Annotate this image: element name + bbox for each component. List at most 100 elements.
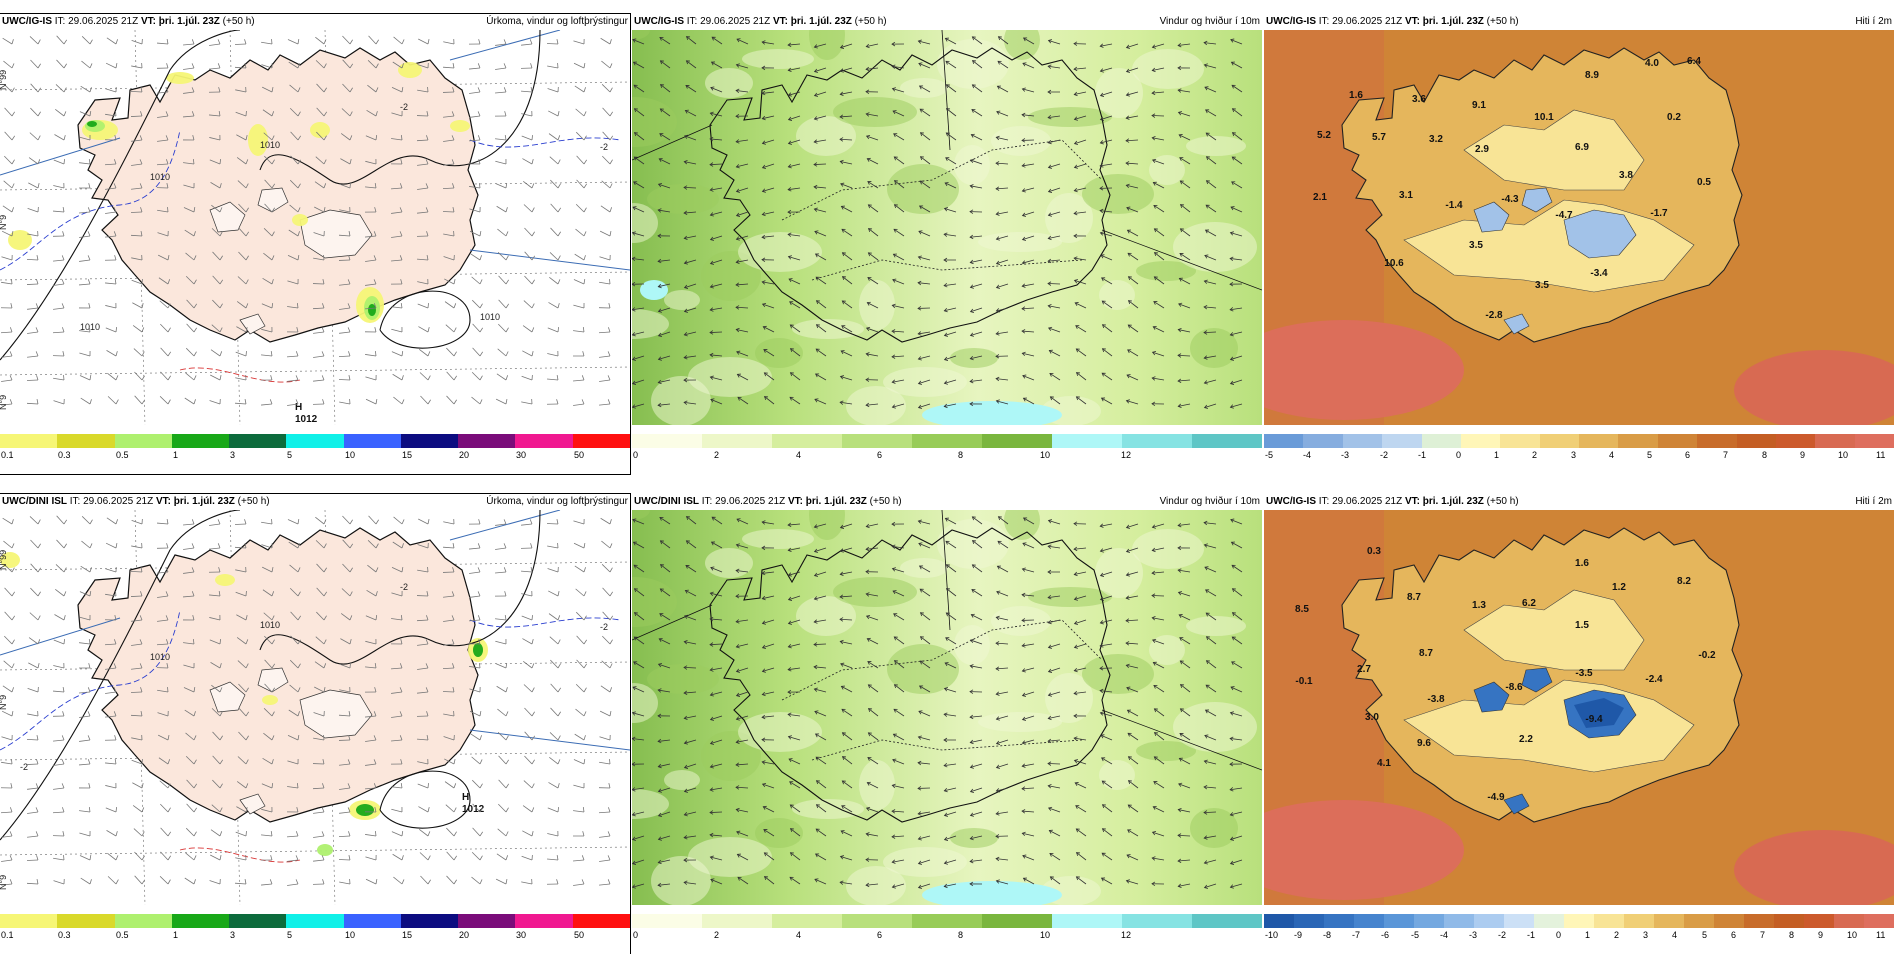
model-name: UWC/IG-IS — [1266, 496, 1316, 507]
colorbar-precip — [0, 914, 630, 928]
colorbar-swatch — [573, 914, 630, 928]
colorbar-tick-label: 12 — [1121, 450, 1131, 460]
lead-time: (+50 h) — [235, 496, 270, 507]
colorbar-swatch — [57, 434, 114, 448]
valid-label: VT: — [785, 496, 803, 507]
lead-time: (+50 h) — [1484, 16, 1519, 27]
init-time: 29.06.2025 21Z — [65, 16, 138, 27]
temperature-value: -0.1 — [1295, 676, 1313, 687]
colorbar-tick-label: -3 — [1469, 930, 1477, 940]
temperature-value: 1.5 — [1575, 620, 1589, 631]
high-pressure-marker: H — [462, 792, 469, 803]
temperature-value: -0.2 — [1698, 650, 1716, 661]
temperature-value: 3.6 — [1412, 94, 1426, 105]
temperature-value: 6.9 — [1575, 142, 1589, 153]
forecast-panel-precip[interactable]: UWC/DINI ISL IT: 29.06.2025 21Z VT: þri.… — [0, 494, 630, 954]
colorbar-swatch — [515, 434, 572, 448]
panel-title: UWC/DINI ISL IT: 29.06.2025 21Z VT: þri.… — [634, 494, 902, 510]
isobar-label: 1010 — [260, 620, 280, 630]
temperature-value: 1.6 — [1575, 558, 1589, 569]
colorbar-tick-label: 10 — [1838, 450, 1848, 460]
high-pressure-marker: H — [295, 402, 302, 413]
forecast-panel-temp[interactable]: UWC/IG-IS IT: 29.06.2025 21Z VT: þri. 1.… — [1264, 14, 1894, 474]
colorbar-tick-label: 1 — [173, 450, 178, 460]
colorbar-tick-label: -9 — [1294, 930, 1302, 940]
map-area[interactable] — [632, 510, 1262, 905]
colorbar-tick-label: 7 — [1760, 930, 1765, 940]
colorbar-tick-label: 2 — [714, 930, 719, 940]
init-label: IT: — [67, 496, 80, 507]
colorbar-tick-label: 6 — [877, 450, 882, 460]
forecast-panel-wind[interactable]: UWC/IG-IS IT: 29.06.2025 21Z VT: þri. 1.… — [632, 14, 1262, 474]
init-label: IT: — [52, 16, 65, 27]
forecast-panel-wind[interactable]: UWC/DINI ISL IT: 29.06.2025 21Z VT: þri.… — [632, 494, 1262, 954]
colorbar-swatch — [57, 914, 114, 928]
temperature-value: -9.4 — [1585, 714, 1603, 725]
map-area[interactable] — [632, 30, 1262, 425]
init-label: IT: — [1316, 496, 1329, 507]
temperature-value: -3.8 — [1427, 694, 1445, 705]
panel-header: UWC/DINI ISL IT: 29.06.2025 21Z VT: þri.… — [634, 494, 1260, 510]
panel-field-label: Vindur og hviður í 10m — [1160, 14, 1260, 30]
lead-time: (+50 h) — [852, 16, 887, 27]
valid-time: þri. 1.júl. 23Z — [171, 496, 235, 507]
colorbar-swatch — [1122, 434, 1192, 448]
forecast-panel-temp[interactable]: UWC/IG-IS IT: 29.06.2025 21Z VT: þri. 1.… — [1264, 494, 1894, 954]
colorbar-tick-label: 10 — [1040, 930, 1050, 940]
valid-label: VT: — [153, 496, 171, 507]
colorbar-swatch — [1444, 914, 1474, 928]
isotherm-label: -2 — [20, 762, 28, 772]
colorbar-tick-label: -1 — [1418, 450, 1426, 460]
colorbar-swatch — [1343, 434, 1382, 448]
colorbar-tick-label: -3 — [1341, 450, 1349, 460]
isobar-label: 1010 — [150, 172, 170, 182]
temperature-value: 3.5 — [1469, 240, 1483, 251]
temperature-value: 5.7 — [1372, 132, 1386, 143]
colorbar-temp-top — [1264, 434, 1894, 448]
latitude-label: N°9 — [0, 695, 8, 710]
colorbar-swatch — [702, 914, 772, 928]
panel-header: UWC/IG-IS IT: 29.06.2025 21Z VT: þri. 1.… — [634, 14, 1260, 30]
colorbar-tick-label: 0 — [633, 450, 638, 460]
colorbar-tick-label: 7 — [1723, 450, 1728, 460]
colorbar-swatch — [912, 914, 982, 928]
init-label: IT: — [699, 496, 712, 507]
colorbar-swatch — [982, 434, 1052, 448]
colorbar-swatch — [1815, 434, 1854, 448]
init-time: 29.06.2025 21Z — [1329, 496, 1402, 507]
colorbar-swatch — [1776, 434, 1815, 448]
colorbar-tick-label: 15 — [402, 930, 412, 940]
colorbar-tick-label: 6 — [1685, 450, 1690, 460]
model-name: UWC/DINI ISL — [634, 496, 699, 507]
init-label: IT: — [1316, 16, 1329, 27]
colorbar-tick-label: -5 — [1411, 930, 1419, 940]
colorbar-tick-label: -2 — [1498, 930, 1506, 940]
init-time: 29.06.2025 21Z — [1329, 16, 1402, 27]
temperature-value: 2.7 — [1357, 664, 1371, 675]
colorbar-tick-label: 3 — [1643, 930, 1648, 940]
colorbar-tick-label: 11 — [1876, 450, 1885, 460]
colorbar-tick-label: 3 — [230, 930, 235, 940]
colorbar-swatch — [286, 434, 343, 448]
colorbar-swatch — [1618, 434, 1657, 448]
colorbar-tick-label: 10 — [1847, 930, 1857, 940]
lead-time: (+50 h) — [1484, 496, 1519, 507]
valid-time: þri. 1.júl. 23Z — [1420, 16, 1484, 27]
temperature-value: -3.4 — [1590, 268, 1608, 279]
valid-time: þri. 1.júl. 23Z — [1420, 496, 1484, 507]
colorbar-tick-label: 4 — [796, 450, 801, 460]
colorbar-tick-label: 1 — [173, 930, 178, 940]
temperature-value: 10.6 — [1384, 258, 1404, 269]
colorbar-swatch — [1192, 434, 1262, 448]
colorbar-tick-label: 0 — [1456, 450, 1461, 460]
forecast-panel-precip[interactable]: UWC/IG-IS IT: 29.06.2025 21Z VT: þri. 1.… — [0, 14, 630, 474]
colorbar-swatch — [0, 914, 57, 928]
colorbar-swatch — [1737, 434, 1776, 448]
